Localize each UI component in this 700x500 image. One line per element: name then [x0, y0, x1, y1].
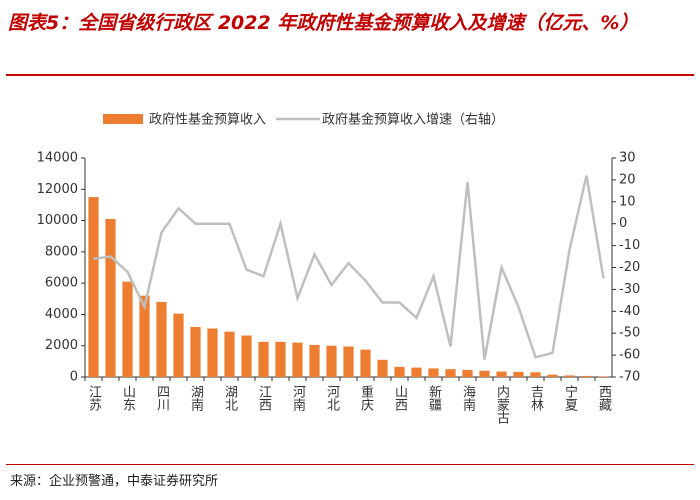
y-tick-label: 4000: [45, 307, 78, 322]
y2-tick-label: -70: [619, 370, 640, 385]
legend-label: 政府基金预算收入增速（右轴）: [322, 112, 504, 128]
x-tick-label: 重庆: [358, 384, 374, 411]
bar: [411, 367, 422, 377]
bar: [445, 369, 456, 377]
bar: [105, 219, 116, 377]
bar: [241, 335, 252, 377]
y2-tick-label: 30: [619, 151, 636, 166]
x-tick-label: 湖北: [222, 385, 238, 412]
bar: [479, 370, 490, 377]
y-tick-label: 8000: [45, 244, 78, 259]
y-tick-label: 2000: [45, 338, 78, 353]
line: [93, 175, 605, 360]
bar: [224, 331, 235, 377]
y2-tick-label: -10: [619, 238, 640, 253]
source-rule: [6, 464, 694, 465]
y-tick-label: 10000: [37, 213, 78, 228]
bar: [190, 326, 201, 377]
y2-tick-label: 20: [619, 172, 636, 187]
x-tick-label: 吉林: [528, 385, 544, 411]
legend-label: 政府性基金预算收入: [149, 112, 266, 128]
bar: [343, 346, 354, 377]
x-tick-label: 内蒙古: [494, 384, 510, 424]
bar: [360, 349, 371, 377]
bar: [462, 369, 473, 377]
legend-swatch: [103, 114, 143, 124]
bar: [496, 371, 507, 377]
bar: [139, 295, 150, 377]
y2-tick-label: -60: [619, 348, 640, 363]
title-rule: [6, 74, 694, 76]
bar: [513, 371, 524, 377]
y2-tick-label: 10: [619, 194, 636, 209]
x-tick-label: 江苏: [86, 385, 102, 411]
bar: [292, 342, 303, 377]
bar: [309, 344, 320, 377]
x-tick-label: 四川: [154, 385, 170, 411]
y-tick-label: 12000: [37, 182, 78, 197]
y-tick-label: 14000: [37, 151, 78, 166]
source: 来源：企业预警通，中泰证券研究所: [10, 474, 219, 489]
bar: [377, 359, 388, 377]
x-tick-label: 山东: [120, 385, 136, 411]
bar: [207, 328, 218, 377]
y2-tick-label: -30: [619, 282, 640, 297]
y-tick-label: 0: [70, 370, 78, 385]
bar: [326, 345, 337, 377]
x-tick-label: 江西: [256, 385, 272, 411]
bar: [258, 341, 269, 377]
x-tick-label: 西藏: [596, 385, 612, 411]
bar: [547, 374, 558, 377]
bar: [428, 368, 439, 377]
x-tick-label: 湖南: [188, 385, 204, 411]
bar: [88, 197, 99, 377]
bar: [581, 375, 592, 377]
x-tick-label: 河北: [324, 385, 340, 412]
y2-tick-label: 0: [619, 216, 627, 231]
y2-tick-label: -20: [619, 260, 640, 275]
y-tick-label: 6000: [45, 276, 78, 291]
bar: [530, 372, 541, 377]
bar: [564, 375, 575, 377]
x-tick-label: 海南: [460, 385, 476, 411]
bar: [394, 366, 405, 377]
bar: [156, 301, 167, 377]
x-tick-label: 宁夏: [562, 384, 578, 411]
x-tick-label: 新疆: [426, 384, 442, 411]
bar: [275, 341, 286, 377]
bar: [598, 376, 609, 377]
x-tick-label: 河南: [290, 385, 306, 411]
y2-tick-label: -50: [619, 326, 640, 341]
chart-title: 图表5：全国省级行政区 2022 年政府性基金预算收入及增速（亿元、%）: [8, 12, 639, 34]
bar: [122, 281, 133, 377]
bar: [173, 313, 184, 377]
y2-tick-label: -40: [619, 304, 640, 319]
x-tick-label: 山西: [392, 385, 408, 411]
